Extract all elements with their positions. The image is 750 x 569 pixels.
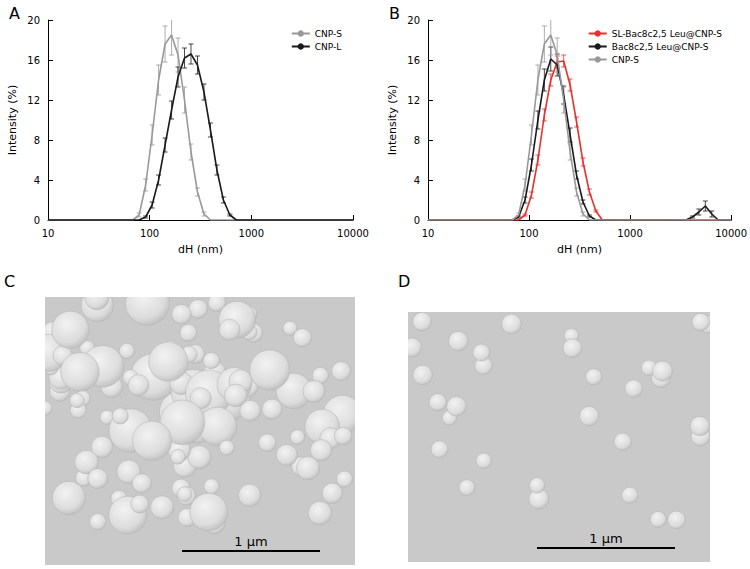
- svg-text:Intensity (%): Intensity (%): [6, 85, 19, 155]
- svg-text:20: 20: [27, 15, 40, 26]
- svg-text:CNP-S: CNP-S: [315, 29, 342, 39]
- svg-text:1 µm: 1 µm: [234, 534, 267, 549]
- svg-text:Intensity (%): Intensity (%): [386, 85, 399, 155]
- svg-text:10000: 10000: [337, 228, 369, 239]
- html-text:C: C: [4, 272, 16, 291]
- svg-text:8: 8: [414, 135, 420, 146]
- svg-text:8: 8: [34, 135, 40, 146]
- svg-text:100: 100: [519, 228, 538, 239]
- svg-text:SL-Bac8c2,5 Leu@CNP-S: SL-Bac8c2,5 Leu@CNP-S: [612, 29, 723, 39]
- svg-text:4: 4: [34, 175, 40, 186]
- svg-text:1000: 1000: [239, 228, 264, 239]
- svg-text:4: 4: [414, 175, 420, 186]
- svg-text:0: 0: [414, 215, 420, 226]
- svg-text:0: 0: [34, 215, 40, 226]
- svg-text:10000: 10000: [715, 228, 747, 239]
- html-text:D: D: [398, 272, 411, 291]
- svg-text:12: 12: [407, 95, 420, 106]
- svg-text:12: 12: [27, 95, 40, 106]
- svg-text:16: 16: [27, 55, 40, 66]
- svg-text:1000: 1000: [617, 228, 642, 239]
- svg-text:20: 20: [407, 15, 420, 26]
- svg-text:1 µm: 1 µm: [589, 531, 622, 546]
- svg-text:10: 10: [422, 228, 435, 239]
- svg-text:100: 100: [140, 228, 159, 239]
- svg-text:CNP-L: CNP-L: [315, 42, 342, 52]
- svg-text:B: B: [389, 4, 400, 23]
- svg-text:Bac8c2,5 Leu@CNP-S: Bac8c2,5 Leu@CNP-S: [612, 42, 709, 52]
- svg-text:10: 10: [42, 228, 55, 239]
- svg-text:16: 16: [407, 55, 420, 66]
- svg-text:dH (nm): dH (nm): [178, 243, 223, 256]
- svg-text:A: A: [9, 4, 20, 23]
- svg-text:CNP-S: CNP-S: [612, 55, 639, 65]
- svg-text:dH (nm): dH (nm): [557, 243, 602, 256]
